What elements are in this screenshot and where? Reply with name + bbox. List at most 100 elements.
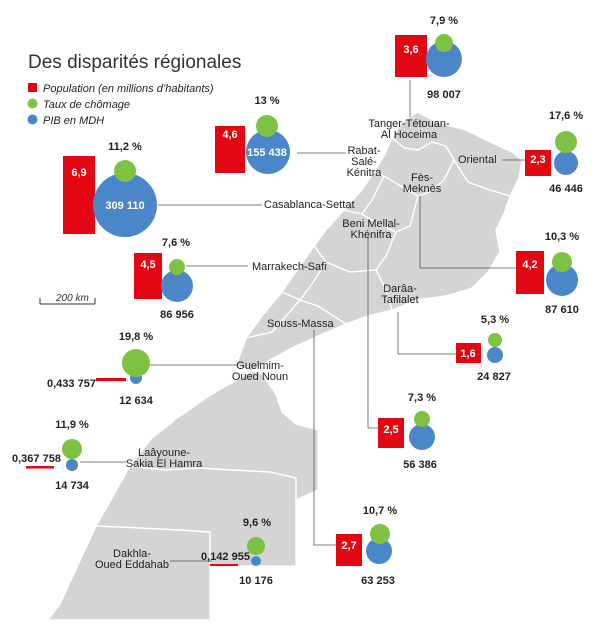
region-name-line: Fès-: [411, 172, 433, 184]
chomage-value: 11,2 %: [108, 141, 142, 153]
population-bar: [456, 343, 481, 363]
population-value: 4,5: [140, 259, 155, 271]
population-bar: [96, 378, 126, 381]
chomage-value: 7,6 %: [162, 237, 190, 249]
pib-value: 14 734: [55, 480, 90, 492]
region-name-line: Kénitra: [347, 167, 383, 179]
chomage-bubble: [552, 252, 572, 272]
region-marrakech: 4,5 7,6 % 86 956 Marrakech-Safi: [134, 237, 327, 321]
pib-value: 86 956: [160, 309, 194, 321]
population-value: 2,5: [383, 424, 398, 436]
morocco-map: [46, 111, 523, 621]
population-bar: [26, 466, 54, 469]
chomage-value: 11,9 %: [55, 419, 89, 431]
region-name-line: Tafilalet: [381, 294, 418, 306]
region-tanger: 3,6 7,9 % 98 007 Tanger-Tétouan- Al Hoce…: [368, 15, 462, 141]
region-casa: 6,9 309 110 11,2 % Casablanca-Settat: [63, 141, 355, 237]
legend-chomage-label: Taux de chômage: [43, 99, 130, 111]
population-bar: [215, 126, 245, 173]
chomage-bubble: [122, 349, 150, 377]
population-value: 4,2: [522, 259, 537, 271]
population-value: 2,7: [341, 540, 356, 552]
region-name-line: Salé-: [351, 156, 377, 168]
chomage-bubble: [414, 411, 430, 427]
pib-value: 12 634: [119, 395, 154, 407]
population-bar: [210, 564, 238, 566]
pib-bubble: [251, 556, 261, 566]
region-name-line: Sakia El Hamra: [126, 458, 203, 470]
legend-pib-label: PIB en MDH: [43, 115, 104, 127]
scale-label: 200 km: [55, 293, 89, 304]
chomage-value: 17,6 %: [549, 110, 583, 122]
population-value: 1,6: [460, 348, 475, 360]
pib-bubble: [93, 173, 157, 237]
chomage-value: 13 %: [254, 95, 279, 107]
legend-population-swatch: [28, 83, 37, 92]
chomage-value: 19,8 %: [119, 331, 153, 343]
region-name-line: Rabat-: [347, 145, 380, 157]
population-bar: [378, 418, 404, 448]
pib-value: 24 827: [477, 371, 511, 383]
population-value: 0,367 758: [12, 453, 61, 465]
population-value: 6,9: [71, 167, 86, 179]
chomage-bubble: [435, 34, 453, 52]
region-name-line: Khénifra: [351, 229, 393, 241]
region-name-line: Tanger-Tétouan-: [368, 118, 450, 130]
population-bar: [516, 251, 544, 294]
scale-bar: 200 km: [39, 293, 96, 305]
pib-bubble: [554, 151, 578, 175]
pib-bubble: [66, 459, 78, 471]
region-rabat: 4,6 155 438 13 % Rabat- Salé- Kénitra: [215, 95, 382, 179]
pib-value: 87 610: [545, 304, 579, 316]
chomage-bubble: [555, 131, 577, 153]
region-fes: 4,2 10,3 % 87 610 Fès- Meknès: [403, 172, 580, 316]
chomage-bubble: [488, 333, 502, 347]
chomage-bubble: [114, 160, 136, 182]
population-value: 0,433 757: [47, 378, 96, 390]
pib-value: 56 386: [403, 459, 437, 471]
population-value: 2,3: [530, 154, 545, 166]
pib-value: 98 007: [427, 89, 461, 101]
pib-bubble: [487, 347, 503, 363]
chomage-bubble: [256, 115, 278, 137]
region-name-line: Laâyoune-: [138, 447, 190, 459]
region-laayoune: 0,367 758 11,9 % 14 734 Laâyoune- Sakia …: [12, 419, 203, 492]
region-draa: 1,6 5,3 % 24 827 Darâa- Tafilalet: [381, 283, 510, 383]
population-bar: [525, 150, 551, 176]
pib-bubble: [366, 538, 392, 564]
region-souss: 2,7 10,7 % 63 253 Souss-Massa: [267, 318, 397, 587]
region-name: Casablanca-Settat: [264, 199, 355, 211]
legend-pib-swatch: [27, 114, 38, 125]
region-name-line: Beni Mellal-: [342, 218, 400, 230]
chomage-value: 7,3 %: [408, 392, 436, 404]
region-name-line: Meknès: [403, 183, 442, 195]
pib-bubble: [246, 130, 290, 174]
region-guelmim: 0,433 757 19,8 % 12 634 Guelmim- Oued No…: [47, 331, 288, 407]
chomage-value: 7,9 %: [430, 15, 458, 27]
region-name-line: Oued Eddahab: [95, 559, 169, 571]
region-name: Oriental: [458, 154, 497, 166]
chomage-bubble: [370, 524, 390, 544]
population-value: 4,6: [222, 129, 237, 141]
chomage-bubble: [62, 439, 82, 459]
population-value: 3,6: [403, 44, 418, 56]
chomage-value: 5,3 %: [481, 314, 509, 326]
region-beni: 2,5 7,3 % 56 386 Beni Mellal- Khénifra: [342, 218, 437, 471]
page-title: Des disparités régionales: [28, 52, 241, 73]
pib-value: 63 253: [361, 575, 395, 587]
population-bar: [63, 156, 95, 234]
region-dakhla: 0,142 955 9,6 % 10 176 Dakhla- Oued Edda…: [95, 517, 273, 587]
population-value: 0,142 955: [201, 551, 250, 563]
region-name-line: Darâa-: [383, 283, 417, 295]
legend-chomage-swatch: [27, 98, 38, 109]
region-name-line: Dakhla-: [113, 548, 151, 560]
chomage-bubble: [169, 259, 185, 275]
pib-value: 10 176: [239, 575, 273, 587]
region-oriental: 2,3 17,6 % 46 446 Oriental: [458, 110, 583, 195]
population-bar: [134, 253, 162, 299]
pib-bubble: [161, 270, 193, 302]
pib-bubble: [426, 41, 462, 77]
region-name: Souss-Massa: [267, 318, 335, 330]
